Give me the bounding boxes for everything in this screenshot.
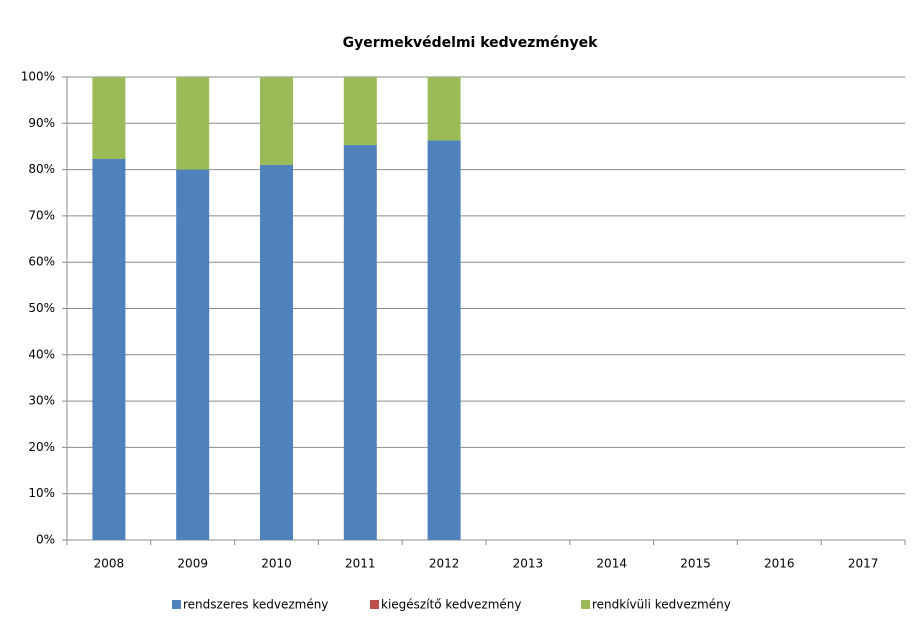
y-tick-label: 80% <box>28 162 55 176</box>
bar-segment <box>343 145 377 540</box>
x-tick-label: 2013 <box>513 557 544 571</box>
x-tick-label: 2009 <box>177 557 208 571</box>
y-tick-label: 90% <box>28 116 55 130</box>
y-tick-label: 100% <box>21 70 55 84</box>
legend-label: rendkívüli kedvezmény <box>592 598 731 612</box>
bar-segment <box>176 77 210 170</box>
y-tick-label: 60% <box>28 255 55 269</box>
y-tick-label: 0% <box>36 533 55 547</box>
bar-segment <box>427 77 461 141</box>
x-tick-label: 2015 <box>680 557 711 571</box>
bar-segment <box>343 77 377 146</box>
x-tick-label: 2008 <box>94 557 125 571</box>
x-tick-label: 2011 <box>345 557 376 571</box>
legend-label: kiegészítő kedvezmény <box>381 598 522 612</box>
x-tick-label: 2014 <box>596 557 627 571</box>
bar-segment <box>176 169 210 540</box>
x-tick-label: 2010 <box>261 557 292 571</box>
y-tick-label: 10% <box>28 486 55 500</box>
legend-label: rendszeres kedvezmény <box>183 598 328 612</box>
x-tick-label: 2012 <box>429 557 460 571</box>
legend-swatch <box>370 600 379 609</box>
bar-segment <box>92 158 126 541</box>
chart-title: Gyermekvédelmi kedvezmények <box>343 35 598 51</box>
y-tick-label: 40% <box>28 347 55 361</box>
bar-segment <box>92 77 126 159</box>
y-tick-label: 70% <box>28 208 55 222</box>
bar-segment <box>260 77 293 165</box>
x-tick-label: 2017 <box>848 557 879 571</box>
bar-segment <box>427 140 461 540</box>
y-tick-label: 20% <box>28 440 55 454</box>
y-tick-label: 30% <box>28 394 55 408</box>
x-tick-label: 2016 <box>764 557 795 571</box>
y-tick-label: 50% <box>28 301 55 315</box>
legend-swatch <box>581 600 590 609</box>
legend-swatch <box>172 600 181 609</box>
bar-segment <box>260 164 293 540</box>
